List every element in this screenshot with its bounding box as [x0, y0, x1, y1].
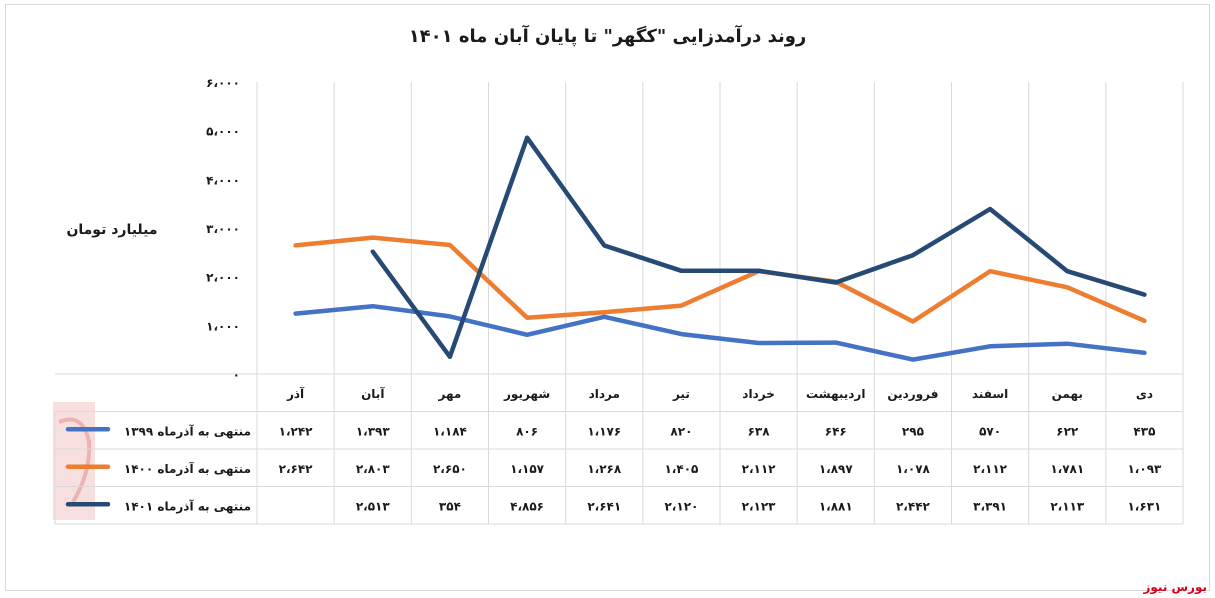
data-cell: ۱،۶۳۱: [1127, 499, 1161, 513]
series-line-1: [293, 303, 1147, 362]
data-cell: ۲،۴۴۲: [896, 499, 931, 513]
legend-label-1: منتهی به آذرماه ۱۳۹۹: [124, 423, 251, 438]
data-cell: ۶۲۲: [1056, 424, 1079, 438]
category-label: آذر: [286, 386, 305, 401]
watermark-logo: [53, 402, 95, 520]
grid: [54, 82, 1184, 525]
data-table: دی بهمن اسفند فروردین اردیبهشت خرداد تیر مرداد ش…: [65, 386, 1162, 513]
data-cell: ۱،۱۵۷: [510, 462, 545, 476]
category-label: فروردین: [887, 387, 938, 402]
data-cell: ۱،۸۸۱: [819, 499, 853, 513]
data-cell: ۱،۳۹۳: [356, 424, 391, 438]
y-tick-label: ۱،۰۰۰: [206, 319, 240, 333]
category-label: بهمن: [1052, 387, 1083, 401]
category-label: تیر: [672, 387, 690, 401]
y-axis-label: میلیارد تومان: [66, 222, 158, 238]
chart-frame: [5, 4, 1210, 591]
category-label: مهر: [438, 387, 462, 401]
data-cell: ۱،۷۸۱: [1050, 462, 1084, 476]
y-tick-label: ۳،۰۰۰: [206, 222, 240, 236]
chart-title: روند درآمدزایی "کگهر" تا پایان آبان ماه …: [408, 26, 807, 47]
y-tick-label: ۴،۰۰۰: [206, 173, 240, 187]
data-cell: ۲،۱۱۲: [973, 462, 1008, 476]
data-cell: ۱،۰۹۳: [1127, 462, 1162, 476]
data-cell: ۸۰۶: [516, 424, 538, 438]
data-cell: ۸۲۰: [670, 424, 692, 438]
data-cell: ۲،۶۴۲: [279, 462, 314, 476]
series-line-3: [370, 135, 1147, 360]
series-lines: [293, 135, 1147, 362]
data-cell: ۱،۰۷۸: [896, 462, 931, 476]
data-cell: ۳،۳۹۱: [973, 499, 1007, 513]
y-tick-label: ۶،۰۰۰: [206, 76, 240, 90]
data-cell: ۲،۱۱۲: [742, 462, 777, 476]
legend-label-2: منتهی به آذرماه ۱۴۰۰: [124, 461, 251, 476]
data-cell: ۴۳۵: [1133, 424, 1155, 438]
y-tick-label: ۲،۰۰۰: [206, 271, 240, 285]
y-tick-label: ۰: [233, 368, 240, 382]
data-cell: ۱،۲۶۸: [587, 462, 622, 476]
category-label: مرداد: [589, 387, 620, 401]
category-label: دی: [1136, 387, 1153, 401]
legend-label-3: منتهی به آذرماه ۱۴۰۱: [124, 498, 251, 513]
series-line-2: [293, 235, 1147, 324]
data-cell: ۲۹۵: [902, 424, 924, 438]
data-cell: ۱،۸۹۷: [819, 462, 854, 476]
category-label: خرداد: [742, 387, 775, 401]
data-cell: ۶۳۸: [748, 424, 771, 438]
category-label: اردیبهشت: [806, 387, 865, 401]
data-cell: ۲،۵۱۳: [356, 499, 391, 513]
data-cell: ۴،۸۵۶: [510, 499, 544, 513]
data-cell: ۱،۱۷۶: [587, 424, 621, 438]
category-label: اسفند: [972, 387, 1008, 401]
data-cell: ۲،۸۰۳: [356, 462, 391, 476]
brand-label: بورس نیوز: [1143, 580, 1207, 594]
data-cell: ۲،۶۴۱: [587, 499, 621, 513]
data-cell: ۲،۱۲۳: [742, 499, 777, 513]
data-cell: ۲،۱۱۳: [1050, 499, 1085, 513]
data-cell: ۲،۱۲۰: [664, 499, 698, 513]
y-tick-label: ۵،۰۰۰: [206, 125, 240, 139]
data-cell: ۱،۲۴۲: [279, 424, 314, 438]
data-cell: ۲،۶۵۰: [433, 462, 467, 476]
data-cell: ۵۷۰: [979, 424, 1001, 438]
y-tick-labels: ۰ ۱،۰۰۰ ۲،۰۰۰ ۳،۰۰۰ ۴،۰۰۰ ۵،۰۰۰ ۶،۰۰۰: [206, 76, 240, 382]
data-cell: ۳۵۴: [439, 499, 461, 513]
data-cell: ۱،۴۰۵: [664, 462, 698, 476]
category-label: آبان: [361, 386, 385, 401]
data-cell: ۶۴۶: [825, 424, 847, 438]
data-cell: ۱،۱۸۴: [433, 424, 467, 438]
category-label: شهریور: [503, 387, 550, 402]
